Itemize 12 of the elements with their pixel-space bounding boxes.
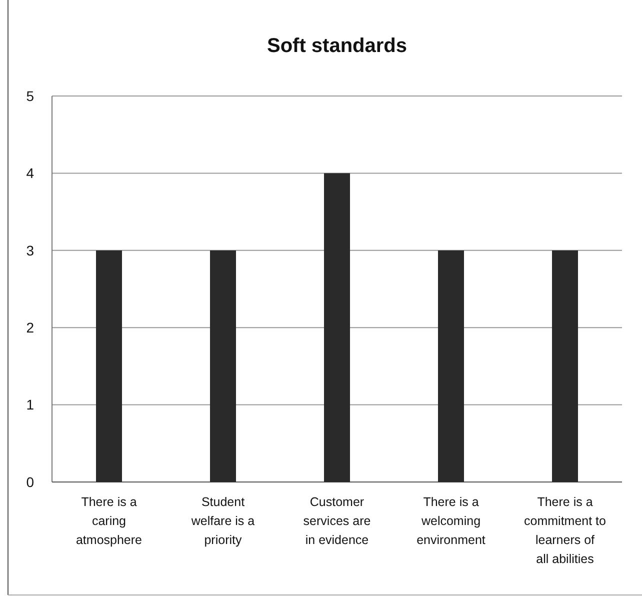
x-tick-label: There is a welcoming environment <box>416 495 486 547</box>
chart-title: Soft standards <box>266 35 408 57</box>
x-tick-label: There is a caring atmosphere <box>76 495 142 547</box>
y-tick-label: 2 <box>26 320 34 336</box>
y-tick-label: 1 <box>26 396 34 413</box>
y-tick-label: 3 <box>26 242 34 258</box>
x-tick-label: Student welfare is a priority <box>190 495 255 547</box>
y-tick-label: 5 <box>26 88 34 104</box>
x-tick-label: There is a commitment to learners of all abilities <box>524 495 606 566</box>
x-tick-label: Customer services are in evidence <box>303 495 371 547</box>
y-tick-label: 4 <box>26 165 34 182</box>
y-tick-label: 0 <box>26 474 34 490</box>
